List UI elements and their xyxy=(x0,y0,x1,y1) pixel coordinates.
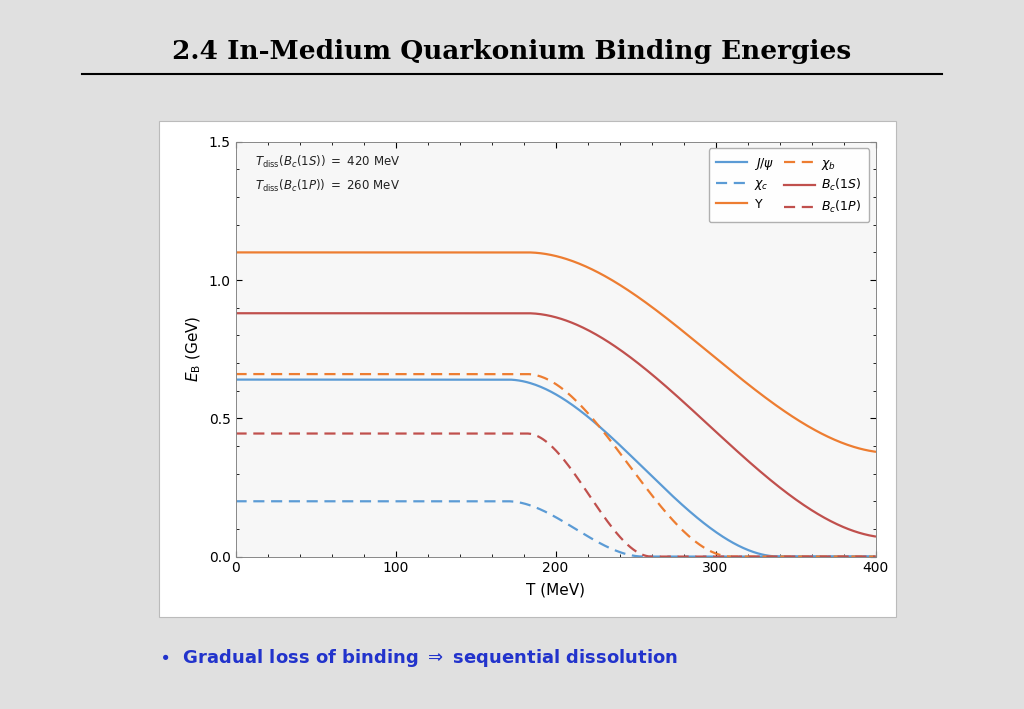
Text: $T_{\rm diss}(B_c(1S))\ =\ 420\ {\rm MeV}$
$T_{\rm diss}(B_c(1P))\ =\ 260\ {\rm : $T_{\rm diss}(B_c(1S))\ =\ 420\ {\rm MeV… xyxy=(255,155,400,194)
X-axis label: T (MeV): T (MeV) xyxy=(526,582,585,598)
Y-axis label: $E_{\rm B}$ (GeV): $E_{\rm B}$ (GeV) xyxy=(184,316,203,382)
Legend: $J/\psi$, $\chi_c$, $\Upsilon$, $\chi_b$, $B_c(1S)$, $B_c(1P)$: $J/\psi$, $\chi_c$, $\Upsilon$, $\chi_b$… xyxy=(709,148,869,223)
Text: $\bullet$  Gradual loss of binding $\Rightarrow$ sequential dissolution: $\bullet$ Gradual loss of binding $\Righ… xyxy=(159,647,678,669)
Text: 2.4 In-Medium Quarkonium Binding Energies: 2.4 In-Medium Quarkonium Binding Energie… xyxy=(172,39,852,64)
